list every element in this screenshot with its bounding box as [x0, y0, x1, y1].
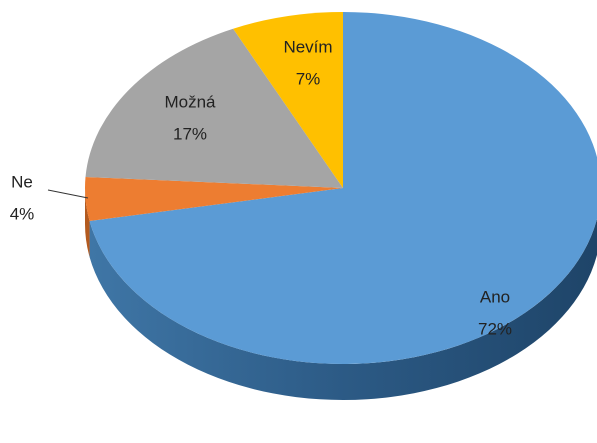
slice: [85, 176, 344, 221]
slice-value-label: 4%: [10, 204, 35, 223]
slice-value-label: 7%: [296, 69, 321, 88]
slice-label: Možná: [164, 92, 216, 111]
slice: [89, 12, 597, 364]
slice-value-label: 17%: [173, 124, 207, 143]
slice-side: [89, 218, 597, 400]
slice: [233, 12, 343, 188]
slice-label: Ano: [480, 287, 510, 306]
slice: [85, 28, 344, 188]
slice-side: [85, 188, 90, 257]
leader-line: [47, 189, 89, 199]
slice-value-label: 72%: [478, 319, 512, 338]
slice-label: Nevím: [283, 37, 332, 56]
slice-label: Ne: [11, 172, 33, 191]
